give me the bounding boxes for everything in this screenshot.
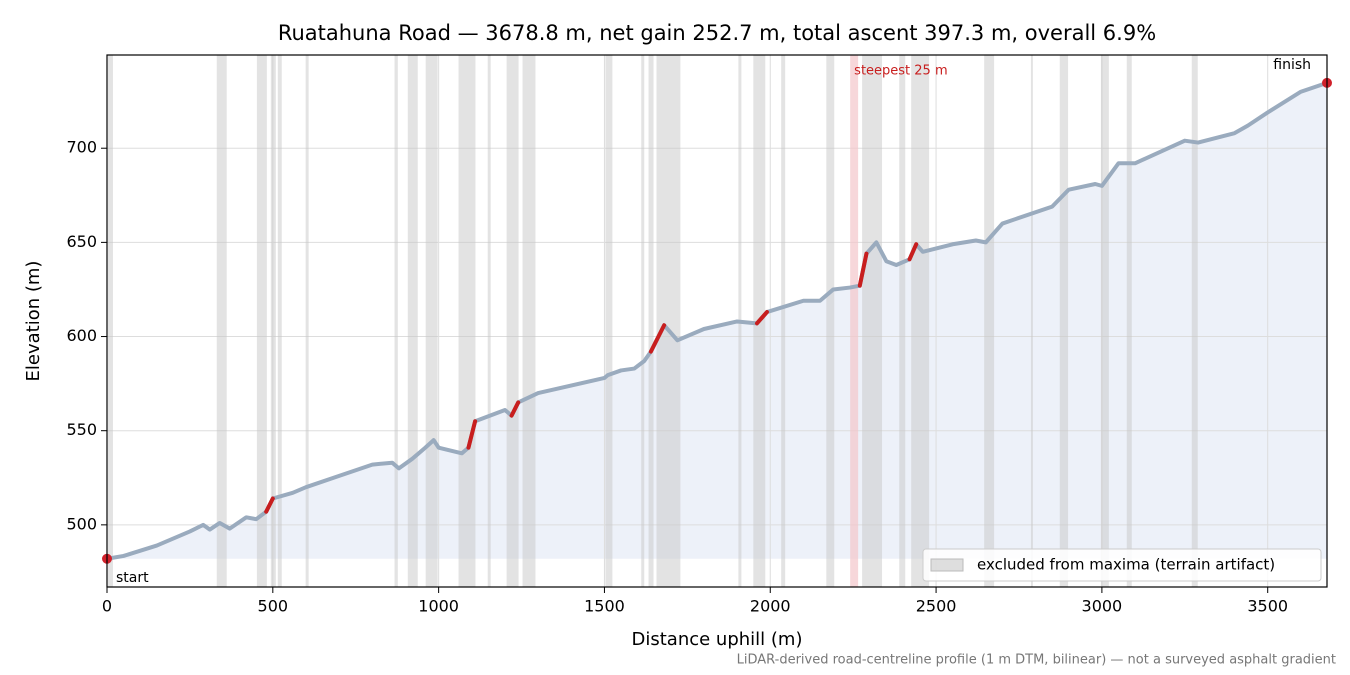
x-tick-label: 1000 xyxy=(418,597,459,616)
y-tick-label: 550 xyxy=(66,420,97,439)
excluded-band xyxy=(107,55,113,587)
excluded-band xyxy=(605,55,613,587)
excluded-band xyxy=(1191,55,1198,587)
y-tick-label: 700 xyxy=(66,138,97,157)
excluded-band xyxy=(487,55,491,587)
start-label: start xyxy=(116,570,149,586)
excluded-band xyxy=(1126,55,1132,587)
excluded-band xyxy=(656,55,681,587)
y-tick-label: 500 xyxy=(66,514,97,533)
x-tick-label: 1500 xyxy=(584,597,625,616)
excluded-band xyxy=(522,55,536,587)
excluded-band xyxy=(781,55,786,587)
profile-line xyxy=(264,242,919,514)
steepest-label: steepest 25 m xyxy=(854,64,947,79)
x-tick-label: 500 xyxy=(258,597,289,616)
y-tick-label: 600 xyxy=(66,326,97,345)
excluded-band xyxy=(899,55,906,587)
excluded-band xyxy=(862,55,883,587)
y-axis-label: Elevation (m) xyxy=(23,261,44,382)
chart-title: Ruatahuna Road — 3678.8 m, net gain 252.… xyxy=(278,21,1156,45)
excluded-band xyxy=(641,55,645,587)
excluded-band xyxy=(1059,55,1069,587)
x-tick-label: 3500 xyxy=(1247,597,1288,616)
x-tick-label: 2000 xyxy=(750,597,791,616)
excluded-band xyxy=(911,55,930,587)
excluded-band xyxy=(305,55,309,587)
legend-label: excluded from maxima (terrain artifact) xyxy=(977,556,1275,574)
excluded-band xyxy=(256,55,267,587)
excluded-band xyxy=(458,55,476,587)
excluded-band xyxy=(277,55,282,587)
legend-box xyxy=(922,548,1322,582)
excluded-band xyxy=(1030,55,1033,587)
excluded-band xyxy=(216,55,227,587)
excluded-band xyxy=(984,55,995,587)
excluded-band xyxy=(394,55,398,587)
excluded-band xyxy=(1100,55,1109,587)
plot-frame xyxy=(106,54,1328,588)
finish-label: finish xyxy=(1273,57,1311,73)
y-tick-label: 650 xyxy=(66,232,97,251)
steepest-band xyxy=(850,55,859,587)
excluded-band xyxy=(826,55,835,587)
excluded-band xyxy=(407,55,418,587)
footnote: LiDAR-derived road-centreline profile (1… xyxy=(737,653,1336,668)
x-axis-label: Distance uphill (m) xyxy=(632,629,803,650)
x-tick-label: 0 xyxy=(102,597,112,616)
x-tick-label: 3000 xyxy=(1082,597,1123,616)
excluded-band xyxy=(270,55,276,587)
excluded-band xyxy=(425,55,438,587)
excluded-band xyxy=(506,55,519,587)
x-tick-label: 2500 xyxy=(916,597,957,616)
area-fill xyxy=(107,82,1327,559)
excluded-band xyxy=(648,55,654,587)
legend-swatch xyxy=(930,558,964,572)
